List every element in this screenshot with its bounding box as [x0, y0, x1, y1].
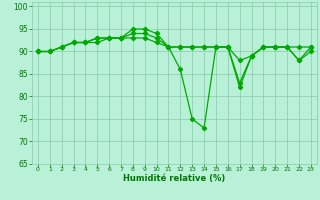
X-axis label: Humidité relative (%): Humidité relative (%) [123, 174, 226, 183]
